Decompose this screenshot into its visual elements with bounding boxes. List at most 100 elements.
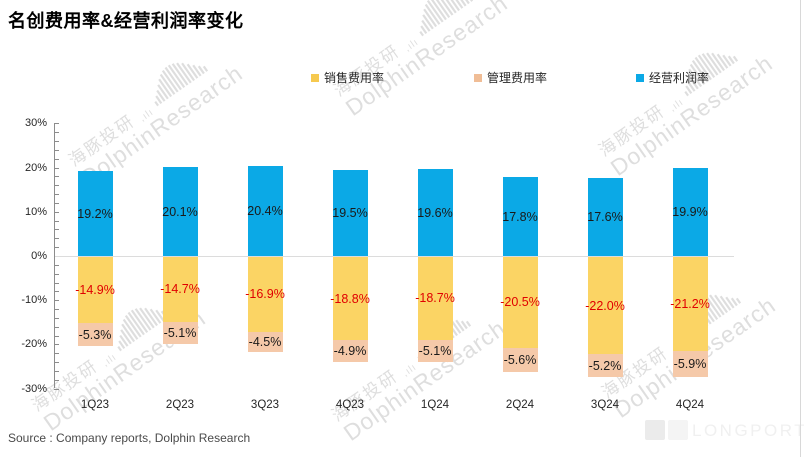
legend-label: 销售费用率 — [324, 71, 385, 85]
y-axis-label: -20% — [21, 338, 47, 351]
bar-sales-expense: -18.7% — [415, 257, 455, 340]
bar-operating-margin: 19.2% — [77, 171, 113, 256]
y-axis-tick-icon — [54, 203, 59, 204]
legend-swatch-blue-icon — [636, 73, 644, 82]
y-axis-tick-icon — [54, 362, 59, 363]
bar-sales-expense: -16.9% — [245, 257, 285, 332]
y-axis-tick-icon — [54, 229, 59, 230]
x-axis-label: 1Q23 — [80, 399, 110, 411]
x-axis-label: 4Q24 — [675, 399, 705, 411]
bar-value-label: -5.9% — [673, 356, 707, 371]
x-axis-label: 3Q24 — [590, 399, 620, 411]
bar-value-label: -22.0% — [585, 298, 625, 313]
bar-value-label: -5.2% — [588, 358, 622, 373]
bar-value-label: -4.9% — [333, 343, 367, 358]
bar-value-label: -5.1% — [418, 343, 452, 358]
y-axis-label: 20% — [24, 161, 47, 174]
bar-operating-margin: 19.6% — [417, 169, 453, 256]
y-axis-tick-icon — [54, 318, 59, 319]
y-axis-tick-icon — [54, 185, 59, 186]
y-axis-tick-icon — [54, 159, 59, 160]
bar-admin-expense: -5.6% — [502, 347, 538, 373]
longport-logo-icon — [668, 420, 688, 440]
bar-admin-expense: -4.5% — [247, 331, 283, 352]
bar-value-label: -5.6% — [503, 352, 537, 367]
y-axis-tick-icon — [54, 123, 59, 124]
y-axis-tick-icon — [54, 238, 59, 239]
bar-value-label: -4.5% — [248, 334, 282, 349]
legend-label: 管理费用率 — [487, 71, 548, 85]
y-axis-tick-icon — [54, 194, 59, 195]
bar-sales-expense: -20.5% — [500, 257, 540, 348]
legend-swatch-yellow-icon — [311, 73, 319, 82]
bar-admin-expense: -4.9% — [332, 340, 368, 362]
y-axis-tick-icon — [54, 336, 59, 337]
y-axis-tick-icon — [54, 344, 59, 345]
bar-value-label: 17.8% — [502, 209, 538, 224]
y-axis-tick-icon — [54, 309, 59, 310]
y-axis-line — [54, 123, 55, 389]
y-axis-label: -30% — [21, 382, 47, 395]
bar-sales-expense: -18.8% — [330, 257, 370, 341]
y-axis-tick-icon — [54, 389, 59, 390]
y-axis-tick-icon — [54, 291, 59, 292]
x-axis-label: 1Q24 — [420, 399, 450, 411]
bar-value-label: -18.8% — [330, 291, 370, 306]
legend-swatch-peach-icon — [474, 73, 482, 82]
y-axis-tick-icon — [54, 274, 59, 275]
bar-value-label: 19.9% — [672, 205, 708, 220]
zero-gridline — [55, 256, 734, 257]
y-axis-tick-icon — [54, 353, 59, 354]
bar-value-label: 17.6% — [587, 210, 623, 225]
bar-value-label: -5.1% — [163, 326, 197, 341]
bar-value-label: -18.7% — [415, 291, 455, 306]
y-axis-tick-icon — [54, 327, 59, 328]
y-axis-label: 30% — [24, 117, 47, 130]
bar-operating-margin: 20.1% — [162, 167, 198, 256]
y-axis-tick-icon — [54, 212, 59, 213]
y-axis-label: 0% — [31, 250, 47, 262]
chart-title: 名创费用率&经营利润率变化 — [8, 11, 244, 31]
y-axis-tick-icon — [54, 132, 59, 133]
source-note: Source : Company reports, Dolphin Resear… — [8, 431, 251, 445]
y-axis-tick-icon — [54, 283, 59, 284]
bar-sales-expense: -14.9% — [75, 257, 115, 323]
bar-operating-margin: 20.4% — [247, 165, 283, 256]
x-axis-label: 2Q24 — [505, 399, 535, 411]
bar-value-label: -14.7% — [160, 282, 200, 297]
bar-operating-margin: 19.9% — [672, 168, 708, 256]
bar-value-label: 20.1% — [162, 204, 198, 219]
bar-admin-expense: -5.3% — [77, 322, 113, 347]
bar-sales-expense: -21.2% — [670, 257, 710, 351]
right-edge-divider — [800, 0, 801, 457]
bar-sales-expense: -22.0% — [585, 257, 625, 355]
bar-value-label: -14.9% — [75, 282, 115, 297]
bar-value-label: 20.4% — [247, 203, 283, 218]
bar-value-label: 19.2% — [77, 206, 113, 221]
y-axis-tick-icon — [54, 371, 59, 372]
bar-value-label: -16.9% — [245, 287, 285, 302]
bar-admin-expense: -5.1% — [417, 339, 453, 363]
legend-item-sales-expense: 销售费用率 — [311, 69, 384, 86]
y-axis-label: -10% — [21, 294, 47, 307]
y-axis-tick-icon — [54, 176, 59, 177]
y-axis-tick-icon — [54, 221, 59, 222]
bar-value-label: -20.5% — [500, 295, 540, 310]
y-axis-tick-icon — [54, 247, 59, 248]
longport-logo-icon — [645, 420, 665, 440]
y-axis-tick-icon — [54, 380, 59, 381]
legend-item-admin-expense: 管理费用率 — [474, 69, 547, 86]
bar-admin-expense: -5.2% — [587, 354, 623, 378]
bar-value-label: -5.3% — [78, 327, 112, 342]
y-axis-tick-icon — [54, 265, 59, 266]
x-axis-label: 3Q23 — [250, 399, 280, 411]
y-axis-tick-icon — [54, 141, 59, 142]
x-axis-label: 2Q23 — [165, 399, 195, 411]
bar-operating-margin: 17.6% — [587, 178, 623, 256]
y-axis-tick-icon — [54, 150, 59, 151]
bar-value-label: -21.2% — [670, 296, 710, 311]
bar-value-label: 19.6% — [417, 205, 453, 220]
legend-item-operating-margin: 经营利润率 — [636, 69, 709, 86]
